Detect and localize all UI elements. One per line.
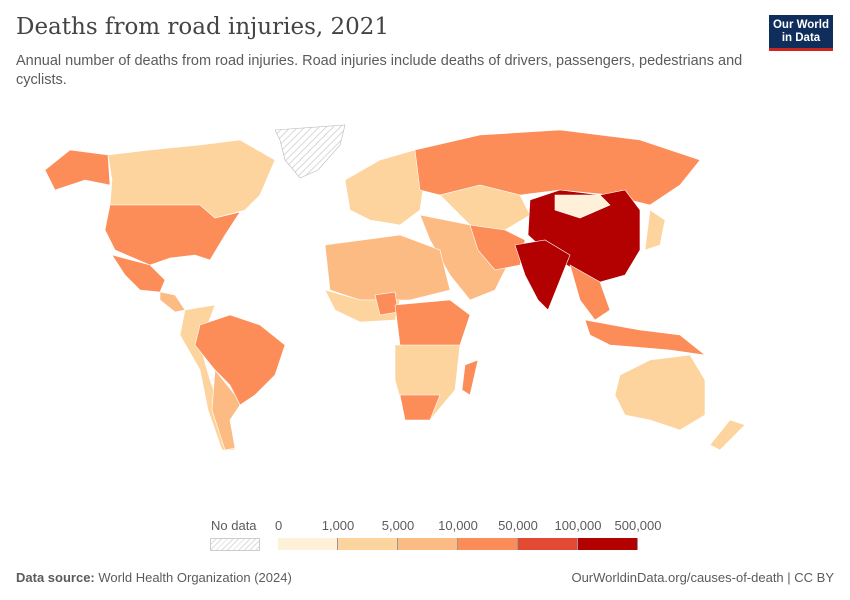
legend-tick-label: 50,000	[498, 518, 538, 533]
europe	[344, 149, 426, 226]
owid-logo[interactable]: Our World in Data	[769, 15, 833, 51]
chart-subtitle: Annual number of deaths from road injuri…	[16, 53, 743, 88]
united-states	[104, 204, 241, 266]
indonesia	[584, 319, 707, 356]
chart-title: Deaths from road injuries, 2021	[16, 14, 390, 40]
mongolia	[554, 194, 611, 219]
legend-tick-label: 100,000	[554, 518, 602, 533]
india	[514, 239, 571, 311]
central-america	[159, 291, 186, 313]
south-africa	[399, 394, 441, 421]
new-zealand	[709, 419, 746, 451]
japan	[644, 209, 666, 251]
legend-tick-label: 5,000	[381, 518, 415, 533]
legend-no-data-swatch	[210, 538, 260, 551]
greenland	[274, 124, 346, 179]
madagascar	[461, 359, 479, 396]
north-africa	[324, 234, 451, 301]
legend-swatch	[518, 538, 578, 550]
world-map[interactable]	[0, 115, 850, 515]
argentina	[211, 369, 241, 451]
legend-swatch	[278, 538, 338, 550]
southeast-asia	[569, 264, 611, 321]
legend-swatch	[398, 538, 458, 550]
data-source: Data source: World Health Organization (…	[16, 570, 292, 585]
brazil	[194, 314, 286, 406]
legend-color-bar	[278, 538, 638, 550]
legend-tick-label: 10,000	[438, 518, 478, 533]
legend-swatch	[338, 538, 398, 550]
legend-swatch	[458, 538, 518, 550]
source-label: Data source:	[16, 570, 95, 585]
legend-tick-label: 500,000	[614, 518, 662, 533]
legend-swatch	[578, 538, 638, 550]
source-text: World Health Organization (2024)	[98, 570, 292, 585]
alaska	[44, 149, 111, 191]
iran-pakistan	[469, 224, 526, 271]
legend-tick-label: 1,000	[321, 518, 355, 533]
australia	[614, 354, 706, 431]
footer-link[interactable]: OurWorldinData.org/causes-of-death | CC …	[571, 570, 834, 585]
legend-no-data-label: No data	[211, 518, 257, 533]
legend-tick-label: 0	[275, 518, 283, 533]
